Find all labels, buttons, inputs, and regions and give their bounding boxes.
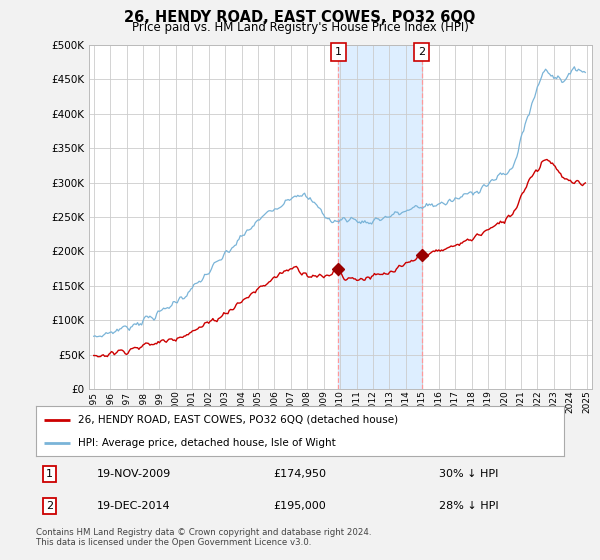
Text: 26, HENDY ROAD, EAST COWES, PO32 6QQ: 26, HENDY ROAD, EAST COWES, PO32 6QQ bbox=[124, 10, 476, 25]
Text: 19-DEC-2014: 19-DEC-2014 bbox=[97, 501, 170, 511]
Text: Contains HM Land Registry data © Crown copyright and database right 2024.
This d: Contains HM Land Registry data © Crown c… bbox=[36, 528, 371, 547]
Text: 1: 1 bbox=[46, 469, 53, 479]
Text: 28% ↓ HPI: 28% ↓ HPI bbox=[439, 501, 499, 511]
Text: 2: 2 bbox=[46, 501, 53, 511]
Bar bbox=[338, 45, 422, 389]
Text: £195,000: £195,000 bbox=[274, 501, 326, 511]
Text: 26, HENDY ROAD, EAST COWES, PO32 6QQ (detached house): 26, HENDY ROAD, EAST COWES, PO32 6QQ (de… bbox=[78, 414, 398, 424]
Text: 2: 2 bbox=[418, 46, 425, 57]
Text: 19-NOV-2009: 19-NOV-2009 bbox=[97, 469, 171, 479]
Text: 1: 1 bbox=[335, 46, 342, 57]
Text: Price paid vs. HM Land Registry's House Price Index (HPI): Price paid vs. HM Land Registry's House … bbox=[131, 21, 469, 34]
Text: HPI: Average price, detached house, Isle of Wight: HPI: Average price, detached house, Isle… bbox=[78, 438, 336, 448]
Text: £174,950: £174,950 bbox=[274, 469, 326, 479]
Text: 30% ↓ HPI: 30% ↓ HPI bbox=[439, 469, 499, 479]
